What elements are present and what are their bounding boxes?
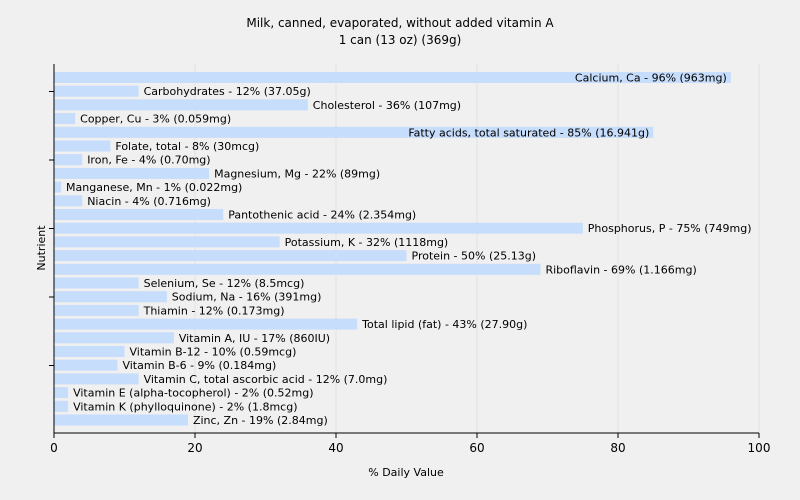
bar [54,359,118,371]
bar [54,154,83,166]
bar [54,291,167,303]
bar [54,209,224,220]
bar-label: Vitamin E (alpha-tocopherol) - 2% (0.52m… [73,387,313,400]
x-tick-label: 60 [469,441,484,455]
bar [54,140,111,152]
bar-label: Thiamin - 12% (0.173mg) [143,304,285,317]
bar-label: Vitamin B-12 - 10% (0.59mcg) [130,346,297,359]
bar-label: Selenium, Se - 12% (8.5mcg) [144,277,305,290]
bar-label: Zinc, Zn - 19% (2.84mg) [193,414,328,427]
bar [54,99,308,111]
bar-label: Phosphorus, P - 75% (749mg) [588,222,752,235]
x-tick-label: 20 [187,441,202,455]
y-axis-title: Nutrient [35,225,48,271]
bar [54,181,62,193]
chart-subtitle: 1 can (13 oz) (369g) [339,33,462,47]
bar [54,346,125,357]
axes: 0 20 40 60 80 100 [49,64,770,455]
bar-label: Sodium, Na - 16% (391mg) [172,291,322,304]
x-axis-title: % Daily Value [368,466,444,479]
bar [54,236,280,248]
x-tick-label: 100 [748,441,771,455]
bar-label: Manganese, Mn - 1% (0.022mg) [66,181,242,194]
bar-label: Carbohydrates - 12% (37.05g) [144,85,311,98]
bars: Calcium, Ca - 96% (963mg) Carbohydrates -… [54,72,752,427]
bar-label: Vitamin K (phylloquinone) - 2% (1.8mcg) [73,400,297,413]
x-tick-label: 40 [328,441,343,455]
bar [54,414,188,426]
x-tick-label: 0 [50,441,58,455]
bar [54,400,69,412]
bar [54,277,139,289]
bar [54,263,541,275]
bar-label: Total lipid (fat) - 43% (27.90g) [361,318,527,331]
bar-label: Vitamin B-6 - 9% (0.184mg) [122,359,276,372]
bar [54,222,583,234]
bar [54,250,407,262]
bar [54,126,654,138]
bar-label: Vitamin A, IU - 17% (860IU) [179,332,330,345]
bar-label: Fatty acids, total saturated - 85% (16.9… [408,126,649,139]
bar [54,85,139,97]
bar-label: Iron, Fe - 4% (0.70mg) [87,154,210,167]
bar [54,195,83,207]
bar [54,167,210,179]
bar-label: Copper, Cu - 3% (0.059mg) [80,113,231,126]
bar-label: Calcium, Ca - 96% (963mg) [575,72,727,85]
bar-label: Magnesium, Mg - 22% (89mg) [214,167,380,180]
bar [54,387,69,399]
bar-label: Folate, total - 8% (30mcg) [115,140,259,153]
bar-label: Niacin - 4% (0.716mg) [87,195,211,208]
x-tick-label: 80 [610,441,625,455]
bar [54,373,139,385]
bar [54,113,76,125]
bar-label: Vitamin C, total ascorbic acid - 12% (7.… [144,373,388,386]
bar [54,332,174,344]
bar-label: Potassium, K - 32% (1118mg) [285,236,449,249]
bar [54,304,139,316]
bar [54,318,358,330]
bar-label: Protein - 50% (25.13g) [412,250,537,263]
bar [54,72,731,83]
bar-label: Riboflavin - 69% (1.166mg) [545,263,696,276]
bar-label: Cholesterol - 36% (107mg) [313,99,461,112]
chart-title: Milk, canned, evaporated, without added … [246,16,554,30]
gridlines [194,64,760,433]
bar-label: Pantothenic acid - 24% (2.354mg) [228,209,416,222]
